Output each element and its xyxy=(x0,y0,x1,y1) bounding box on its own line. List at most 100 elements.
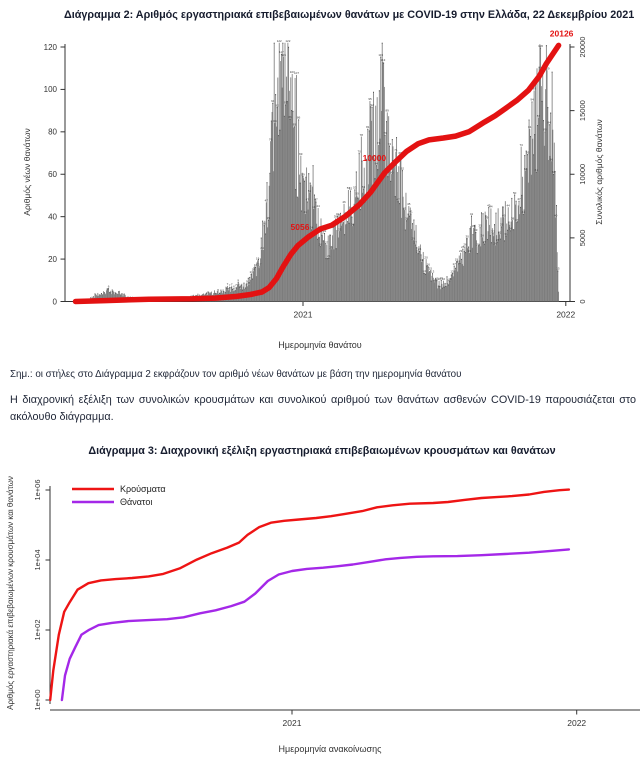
svg-text:7: 7 xyxy=(445,282,447,286)
svg-text:2021: 2021 xyxy=(283,718,302,728)
paragraph-text: Η διαχρονική εξέλιξη των συνολικών κρουσ… xyxy=(10,394,636,423)
svg-text:100: 100 xyxy=(44,85,58,94)
svg-text:15000: 15000 xyxy=(578,100,587,121)
chart3-legend: Κρούσματα Θάνατοι xyxy=(72,484,166,507)
svg-text:99: 99 xyxy=(532,87,536,91)
svg-text:8: 8 xyxy=(248,281,250,285)
svg-text:109: 109 xyxy=(545,67,550,71)
svg-text:37: 37 xyxy=(515,218,519,222)
svg-text:84: 84 xyxy=(548,121,552,125)
svg-text:95: 95 xyxy=(368,97,372,101)
svg-text:7: 7 xyxy=(229,284,231,288)
chart3-xlabel: Ημερομηνία ανακοίνωσης xyxy=(279,744,383,754)
svg-text:41: 41 xyxy=(522,210,526,214)
svg-text:120: 120 xyxy=(538,44,543,48)
svg-text:19: 19 xyxy=(256,257,260,261)
svg-text:40: 40 xyxy=(48,212,57,221)
svg-text:32: 32 xyxy=(498,231,502,235)
cumulative-deaths-line xyxy=(72,42,562,305)
chart2-title: Διάγραμμα 2: Αριθμός εργαστηριακά επιβεβ… xyxy=(64,9,635,21)
svg-text:40: 40 xyxy=(502,214,506,218)
svg-text:115: 115 xyxy=(378,53,383,57)
svg-text:9: 9 xyxy=(447,279,449,283)
svg-text:62: 62 xyxy=(524,167,528,171)
svg-text:23: 23 xyxy=(416,249,420,253)
svg-text:94: 94 xyxy=(271,99,275,103)
svg-text:7: 7 xyxy=(235,283,237,287)
svg-text:18: 18 xyxy=(457,260,461,264)
svg-text:25: 25 xyxy=(461,245,465,249)
annotation-10000: 10000 xyxy=(363,153,387,163)
svg-text:45: 45 xyxy=(407,202,411,206)
svg-text:79: 79 xyxy=(383,131,387,135)
svg-text:15: 15 xyxy=(429,266,433,270)
svg-text:26: 26 xyxy=(319,242,323,246)
svg-text:26: 26 xyxy=(476,242,480,246)
svg-text:122: 122 xyxy=(277,39,282,43)
svg-text:47: 47 xyxy=(314,198,318,202)
svg-text:32: 32 xyxy=(321,231,325,235)
legend-label-1: Θάνατοι xyxy=(120,497,152,507)
svg-text:20: 20 xyxy=(48,255,57,264)
svg-text:120: 120 xyxy=(44,43,58,52)
svg-text:41: 41 xyxy=(409,210,413,214)
svg-text:47: 47 xyxy=(396,197,400,201)
svg-text:13: 13 xyxy=(250,270,254,274)
svg-text:19: 19 xyxy=(420,258,424,262)
svg-text:44: 44 xyxy=(316,204,320,208)
svg-text:1e+06: 1e+06 xyxy=(33,479,42,500)
svg-text:39: 39 xyxy=(485,216,489,220)
svg-text:29: 29 xyxy=(412,237,416,241)
svg-text:34: 34 xyxy=(509,227,513,231)
svg-text:60: 60 xyxy=(48,170,57,179)
svg-text:74: 74 xyxy=(377,141,381,145)
svg-text:23: 23 xyxy=(468,249,472,253)
svg-text:33: 33 xyxy=(474,228,478,232)
chart2-ylabel-left: Αριθμός νέων θανάτων xyxy=(22,128,32,215)
svg-text:27: 27 xyxy=(414,241,418,245)
svg-text:32: 32 xyxy=(323,229,327,233)
svg-text:23: 23 xyxy=(459,249,463,253)
svg-text:2022: 2022 xyxy=(567,718,586,728)
svg-text:0: 0 xyxy=(578,299,587,303)
svg-text:122: 122 xyxy=(285,39,290,43)
svg-text:1e+02: 1e+02 xyxy=(33,619,42,640)
svg-text:10000: 10000 xyxy=(578,164,587,185)
svg-text:69: 69 xyxy=(299,152,303,156)
daily-deaths-bars xyxy=(87,42,560,302)
svg-text:35: 35 xyxy=(472,224,476,228)
svg-text:107: 107 xyxy=(294,71,299,75)
svg-text:84: 84 xyxy=(273,119,277,123)
svg-text:47: 47 xyxy=(517,197,521,201)
svg-text:69: 69 xyxy=(399,151,403,155)
svg-text:9: 9 xyxy=(237,278,239,282)
svg-text:83: 83 xyxy=(293,123,297,127)
svg-text:115: 115 xyxy=(281,53,286,57)
svg-text:50: 50 xyxy=(355,192,359,196)
svg-text:41: 41 xyxy=(470,212,474,216)
svg-text:93: 93 xyxy=(284,101,288,105)
svg-text:46: 46 xyxy=(342,200,346,204)
svg-text:86: 86 xyxy=(297,116,301,120)
svg-text:39: 39 xyxy=(267,216,271,220)
svg-text:38: 38 xyxy=(511,216,515,220)
svg-text:81: 81 xyxy=(366,125,370,129)
svg-text:34: 34 xyxy=(310,226,314,230)
note-text: Σημ.: οι στήλες στο Διάγραμμα 2 εκφράζου… xyxy=(10,369,462,380)
svg-text:26: 26 xyxy=(463,243,467,247)
svg-text:41: 41 xyxy=(304,210,308,214)
chart3-ylabel: Αριθμός εργαστηριακά επιβεβαιωμένων κρου… xyxy=(6,476,15,710)
svg-text:80: 80 xyxy=(48,128,57,137)
svg-text:76: 76 xyxy=(269,137,273,141)
svg-text:7: 7 xyxy=(227,282,229,286)
svg-text:10: 10 xyxy=(440,276,444,280)
svg-text:53: 53 xyxy=(362,185,366,189)
svg-text:25: 25 xyxy=(329,246,333,250)
svg-text:1e+04: 1e+04 xyxy=(33,549,42,570)
svg-text:6: 6 xyxy=(233,284,235,288)
svg-text:7: 7 xyxy=(231,282,233,286)
svg-text:70: 70 xyxy=(358,149,362,153)
annotation-20126: 20126 xyxy=(550,28,574,38)
svg-text:92: 92 xyxy=(275,103,279,107)
